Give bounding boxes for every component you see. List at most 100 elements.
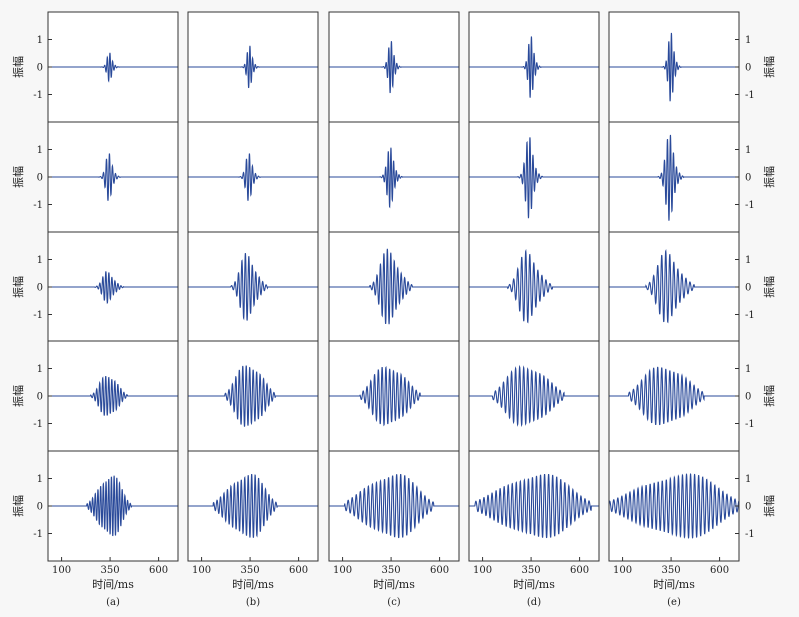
series-line	[609, 249, 739, 324]
y-tick-label: -1	[745, 310, 755, 321]
y-tick-label: 1	[745, 474, 751, 485]
y-tick-label: -1	[745, 200, 755, 211]
panel-r3-c4	[468, 231, 600, 343]
y-tick-label: 0	[37, 392, 43, 403]
series-line	[329, 366, 459, 427]
series-line	[469, 36, 599, 98]
panel-frame	[328, 450, 460, 562]
panel-r5-c5	[608, 450, 740, 562]
y-tick-label: 1	[745, 145, 751, 156]
x-tick-label: 600	[289, 565, 308, 576]
y-tick-label: 1	[37, 145, 43, 156]
series-line	[329, 147, 459, 209]
panel-r4-c2	[187, 340, 319, 452]
y-tick-label: 0	[745, 283, 751, 294]
y-tick-label: -1	[745, 529, 755, 540]
y-axis-label: 振幅	[762, 385, 776, 407]
x-tick-label: 100	[613, 565, 632, 576]
x-tick-label: 350	[522, 565, 541, 576]
y-tick-label: -1	[33, 200, 43, 211]
axes-text-layer: -1 0 1 振幅 -1 0 1 振幅 -1 0 1 振幅 -1 0 1 振幅 -1 0 1 振幅 -1 0 1 振幅 -1 0 1…	[11, 35, 776, 608]
panel-r1-c5	[608, 11, 740, 123]
y-tick-label: 0	[37, 283, 43, 294]
series-line	[609, 32, 739, 102]
series-line	[188, 45, 318, 89]
panel-frame	[468, 450, 600, 562]
y-tick-label: 1	[37, 255, 43, 266]
series-line	[609, 473, 739, 539]
x-axis-label: 时间/ms	[653, 578, 695, 591]
y-tick-label: -1	[745, 419, 755, 430]
y-axis-label: 振幅	[11, 56, 25, 78]
panel-r4-c4	[468, 340, 600, 452]
series-line	[48, 271, 178, 305]
x-axis-label: 时间/ms	[513, 578, 555, 591]
series-line	[329, 41, 459, 94]
series-line	[188, 253, 318, 321]
y-tick-label: 1	[745, 364, 751, 375]
y-tick-label: -1	[33, 529, 43, 540]
y-axis-label: 振幅	[11, 385, 25, 407]
x-tick-label: 350	[101, 565, 120, 576]
y-tick-label: 1	[745, 35, 751, 46]
series-line	[48, 52, 178, 83]
panel-r2-c1	[47, 121, 179, 233]
series-line	[609, 366, 739, 426]
panel-r2-c3	[328, 121, 460, 233]
subplot-label: (b)	[246, 597, 260, 608]
panel-frame	[187, 450, 319, 562]
series-line	[188, 153, 318, 201]
subplot-label: (d)	[527, 597, 541, 608]
panel-r4-c3	[328, 340, 460, 452]
y-tick-label: -1	[745, 90, 755, 101]
y-tick-label: 1	[37, 364, 43, 375]
y-axis-label: 振幅	[762, 56, 776, 78]
x-tick-label: 600	[710, 565, 729, 576]
x-tick-label: 350	[241, 565, 260, 576]
subplot-label: (e)	[667, 597, 681, 608]
y-tick-label: -1	[33, 310, 43, 321]
panel-r5-c2	[187, 450, 319, 562]
x-axis-label: 时间/ms	[232, 578, 274, 591]
y-tick-label: 0	[745, 63, 751, 74]
y-tick-label: 0	[745, 502, 751, 513]
x-tick-label: 100	[192, 565, 211, 576]
x-tick-label: 350	[662, 565, 681, 576]
series-line	[329, 473, 459, 539]
panel-r3-c5	[608, 231, 740, 343]
y-tick-label: 0	[745, 173, 751, 184]
panel-r5-c3	[328, 450, 460, 562]
y-axis-label: 振幅	[11, 166, 25, 188]
series-line	[469, 248, 599, 324]
y-axis-label: 振幅	[11, 495, 25, 517]
x-axis-label: 时间/ms	[92, 578, 134, 591]
series-line	[48, 475, 178, 537]
series-line	[609, 134, 739, 221]
x-tick-label: 600	[430, 565, 449, 576]
y-tick-label: 1	[37, 35, 43, 46]
series-line	[188, 473, 318, 538]
series-line	[469, 137, 599, 219]
y-tick-label: 1	[745, 255, 751, 266]
x-axis-label: 时间/ms	[373, 578, 415, 591]
panel-r2-c5	[608, 121, 740, 233]
y-tick-label: 0	[37, 173, 43, 184]
y-axis-label: 振幅	[762, 495, 776, 517]
panels-layer	[47, 11, 740, 562]
panel-r3-c1	[47, 231, 179, 343]
y-tick-label: -1	[33, 90, 43, 101]
panel-r1-c4	[468, 11, 600, 123]
panel-r5-c1	[47, 450, 179, 562]
y-tick-label: -1	[33, 419, 43, 430]
panel-r1-c2	[187, 11, 319, 123]
series-line	[48, 153, 178, 201]
y-tick-label: 1	[37, 474, 43, 485]
x-tick-label: 600	[149, 565, 168, 576]
x-tick-label: 600	[570, 565, 589, 576]
series-line	[188, 365, 318, 427]
y-tick-label: 0	[37, 502, 43, 513]
series-line	[48, 375, 178, 416]
panel-r1-c3	[328, 11, 460, 123]
panel-r1-c1	[47, 11, 179, 123]
